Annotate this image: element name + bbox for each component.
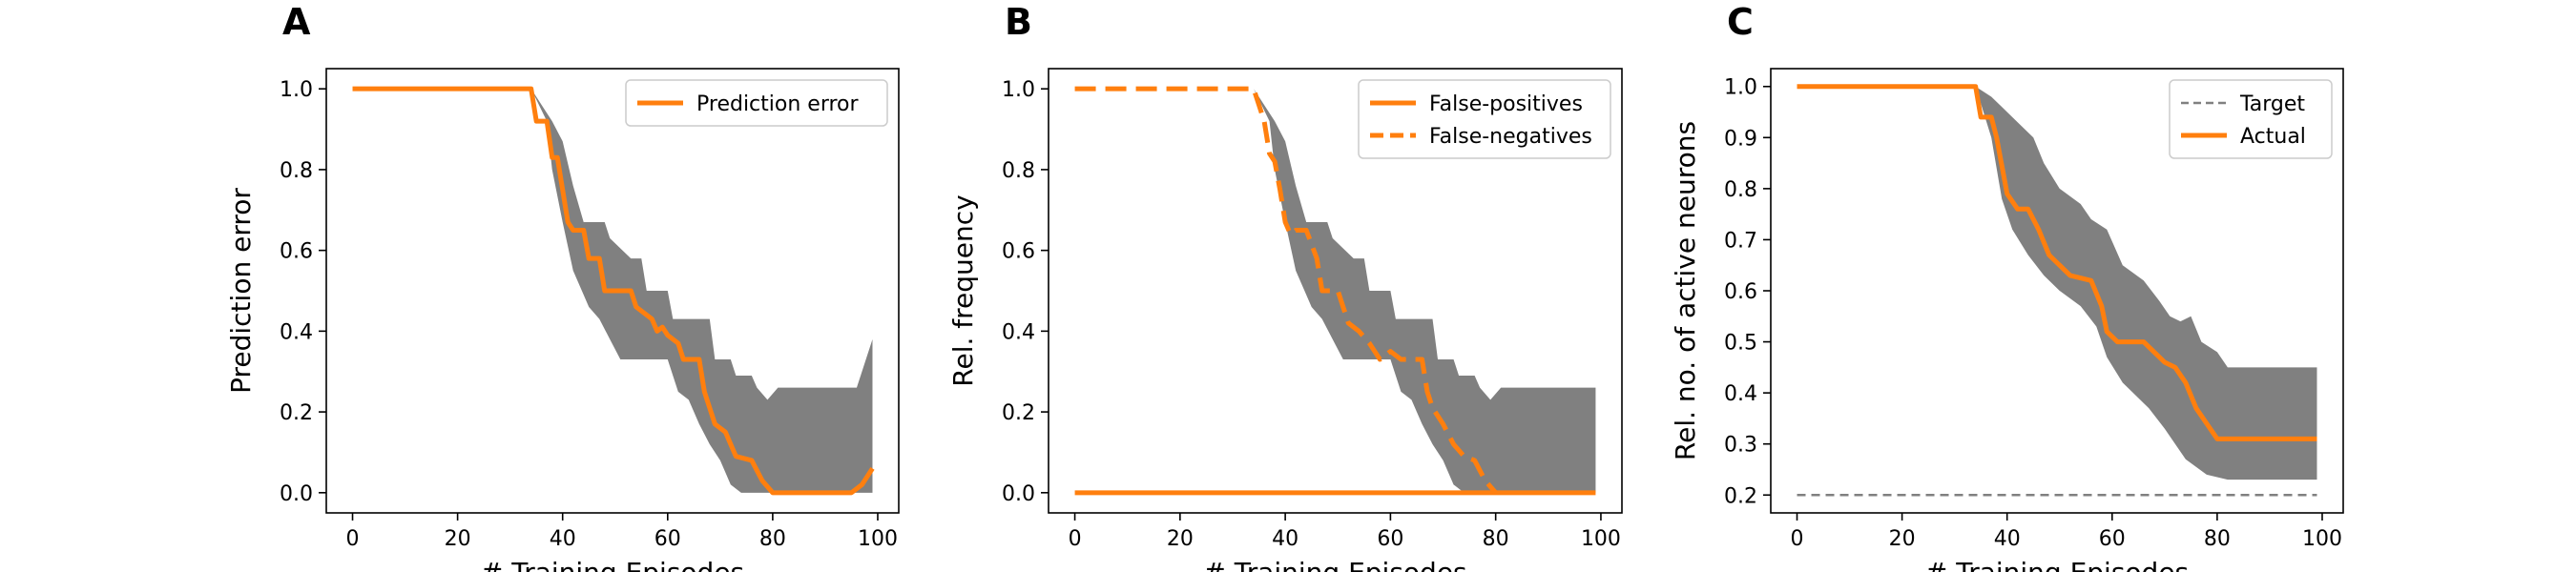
- uncertainty-band: [1074, 89, 1596, 493]
- y-tick-label: 0.9: [1724, 127, 1757, 151]
- y-axis-label: Rel. frequency: [947, 194, 979, 386]
- y-tick-label: 0.4: [280, 320, 313, 344]
- y-tick-label: 0.0: [280, 482, 313, 506]
- y-tick-label: 0.2: [1724, 484, 1757, 508]
- x-tick-label: 40: [550, 527, 576, 551]
- x-axis-label: # Training Episodes: [1203, 557, 1466, 572]
- legend-box: [2169, 79, 2333, 159]
- x-tick-label: 60: [654, 527, 681, 551]
- legend-label: Actual: [2240, 125, 2306, 149]
- x-tick-label: 20: [1889, 527, 1916, 551]
- x-tick-label: 80: [759, 527, 786, 551]
- y-axis-label: Prediction error: [225, 188, 257, 394]
- x-axis-label: # Training Episodes: [481, 557, 744, 572]
- y-tick-label: 0.0: [1002, 482, 1035, 506]
- y-tick-label: 0.8: [1724, 178, 1757, 202]
- x-tick-label: 100: [1581, 527, 1621, 551]
- x-tick-label: 0: [1791, 527, 1804, 551]
- x-tick-label: 0: [1069, 527, 1082, 551]
- y-tick-label: 0.4: [1002, 320, 1035, 344]
- legend: Prediction error: [625, 79, 888, 127]
- y-tick-label: 0.6: [1002, 240, 1035, 264]
- panel-b: B 0 20 40 60 80 100 0.0 0.2 0.4 0.6 0.8 1.0 # Trainin…: [947, 1, 1623, 572]
- x-axis-label: # Training Episodes: [1925, 557, 2189, 572]
- legend-label: False-negatives: [1429, 125, 1592, 149]
- y-tick-label: 0.6: [1724, 280, 1757, 304]
- series-line-false-negatives: [1074, 86, 1498, 495]
- y-tick-label: 1.0: [1724, 76, 1757, 100]
- y-tick-label: 0.2: [1002, 401, 1035, 425]
- y-tick-label: 0.4: [1724, 382, 1757, 406]
- y-tick-label: 0.3: [1724, 434, 1757, 458]
- y-tick-label: 0.7: [1724, 229, 1757, 253]
- panel-c: C 0 20 40 60 80 100 0.2 0.3 0.4 0.5 0.6 0.7 0.8 0.9 1.0…: [1670, 1, 2344, 572]
- panel-a: A 0 20 40 60 80 100 0.0 0.2 0.4 0.6 0.8 1.0 # Trainin…: [225, 1, 900, 572]
- series-line-prediction-error: [352, 86, 875, 496]
- legend-label: Prediction error: [696, 92, 859, 116]
- legend: Target Actual: [2169, 79, 2333, 159]
- panel-letter: A: [282, 1, 311, 43]
- legend-box: [625, 79, 888, 127]
- legend-label: Target: [2239, 92, 2305, 116]
- axes-frame: [325, 68, 900, 514]
- y-tick-label: 0.5: [1724, 332, 1757, 356]
- legend-box: [1358, 79, 1611, 159]
- axes-frame: [1048, 68, 1623, 514]
- x-tick-label: 40: [1272, 527, 1298, 551]
- x-tick-label: 60: [1377, 527, 1403, 551]
- y-tick-label: 1.0: [280, 78, 313, 102]
- y-tick-label: 1.0: [1002, 78, 1035, 102]
- series-line-actual: [1797, 84, 2317, 441]
- y-tick-label: 0.6: [280, 240, 313, 264]
- x-tick-label: 20: [445, 527, 471, 551]
- x-tick-label: 0: [346, 527, 360, 551]
- legend-label: False-positives: [1429, 92, 1583, 116]
- x-tick-label: 20: [1167, 527, 1194, 551]
- panel-letter: B: [1005, 1, 1032, 43]
- y-axis-label: Rel. no. of active neurons: [1670, 121, 1701, 460]
- x-tick-label: 40: [1994, 527, 2021, 551]
- x-tick-label: 80: [2204, 527, 2231, 551]
- x-tick-label: 100: [858, 527, 898, 551]
- y-tick-label: 0.8: [280, 159, 313, 183]
- panel-letter: C: [1727, 1, 1754, 43]
- y-tick-label: 0.8: [1002, 159, 1035, 183]
- legend: False-positives False-negatives: [1358, 79, 1611, 159]
- x-tick-label: 60: [2099, 527, 2126, 551]
- x-tick-label: 80: [1483, 527, 1509, 551]
- x-tick-label: 100: [2302, 527, 2342, 551]
- y-tick-label: 0.2: [280, 401, 313, 425]
